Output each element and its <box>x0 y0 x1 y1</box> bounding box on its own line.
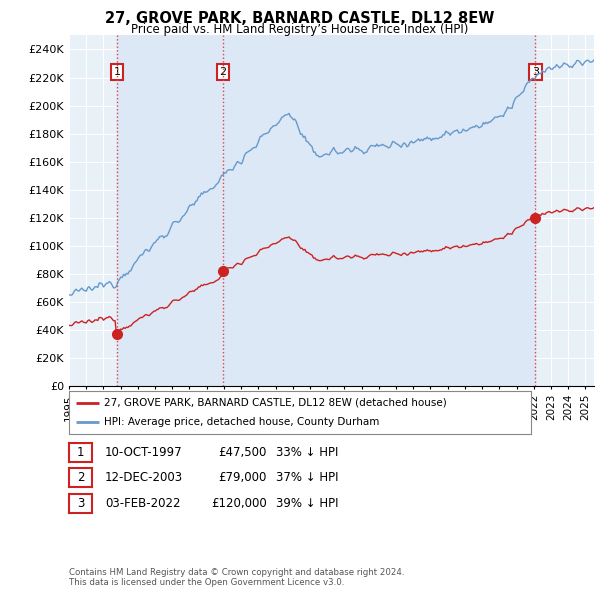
Text: 27, GROVE PARK, BARNARD CASTLE, DL12 8EW: 27, GROVE PARK, BARNARD CASTLE, DL12 8EW <box>106 11 494 27</box>
Text: 03-FEB-2022: 03-FEB-2022 <box>105 497 181 510</box>
Text: 33% ↓ HPI: 33% ↓ HPI <box>276 446 338 459</box>
Bar <box>117 35 223 386</box>
Text: 2: 2 <box>220 67 227 77</box>
Text: Contains HM Land Registry data © Crown copyright and database right 2024.
This d: Contains HM Land Registry data © Crown c… <box>69 568 404 587</box>
Text: £47,500: £47,500 <box>218 446 267 459</box>
Text: 1: 1 <box>113 67 121 77</box>
Text: 39% ↓ HPI: 39% ↓ HPI <box>276 497 338 510</box>
Text: 12-DEC-2003: 12-DEC-2003 <box>105 471 183 484</box>
Text: 2: 2 <box>77 471 84 484</box>
Text: HPI: Average price, detached house, County Durham: HPI: Average price, detached house, Coun… <box>104 417 379 427</box>
Text: 1: 1 <box>77 446 84 459</box>
Text: 10-OCT-1997: 10-OCT-1997 <box>105 446 182 459</box>
Text: £120,000: £120,000 <box>211 497 267 510</box>
Text: 3: 3 <box>77 497 84 510</box>
Text: 37% ↓ HPI: 37% ↓ HPI <box>276 471 338 484</box>
Text: 3: 3 <box>532 67 539 77</box>
Text: £79,000: £79,000 <box>218 471 267 484</box>
Text: Price paid vs. HM Land Registry’s House Price Index (HPI): Price paid vs. HM Land Registry’s House … <box>131 23 469 36</box>
Text: 27, GROVE PARK, BARNARD CASTLE, DL12 8EW (detached house): 27, GROVE PARK, BARNARD CASTLE, DL12 8EW… <box>104 398 446 408</box>
Bar <box>223 35 535 386</box>
